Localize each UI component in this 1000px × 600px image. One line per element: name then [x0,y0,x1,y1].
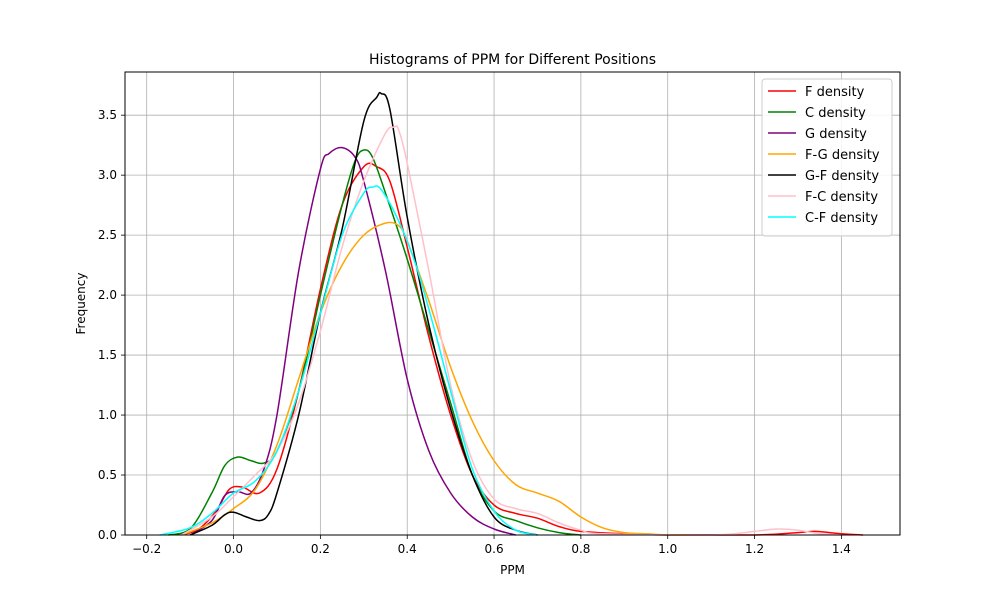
y-tick-label: 0.0 [98,528,117,542]
legend-label-f-density: F density [805,85,865,100]
x-tick-label: 0.8 [571,542,590,556]
y-tick-label: 2.0 [98,288,117,302]
plot-frame [124,71,901,536]
series-lines [159,91,864,536]
x-tick-label: 0.0 [224,542,243,556]
series-line-f-c-density [181,125,842,536]
y-tick-label: 2.5 [98,228,117,242]
legend-label-g-f-density: G-F density [805,169,879,184]
y-tick-label: 0.5 [98,468,117,482]
x-tick-label: 1.0 [658,542,677,556]
x-tick-label: 1.2 [745,542,764,556]
legend-label-c-density: C density [805,106,866,121]
y-tick-label: 1.5 [98,348,117,362]
x-tick-label: −0.2 [132,542,161,556]
legend-label-f-g-density: F-G density [805,148,880,163]
series-line-g-f-density [189,91,538,536]
chart-title: Histograms of PPM for Different Position… [369,52,656,68]
x-tick-label: 1.4 [832,542,851,556]
series-line-c-f-density [159,185,538,536]
axis-ticks: −0.2 0.0 0.2 0.4 0.6 0.8 1.0 1.2 1.4 0.0 0.5 1.0 1.5… [98,108,851,556]
x-tick-label: 0.6 [485,542,504,556]
series-line-f-density [181,162,864,536]
x-tick-label: 0.2 [311,542,330,556]
legend: F density C density G density F-G density G-… [761,78,893,237]
y-axis-label: Frequency [74,273,88,335]
legend-label-g-density: G density [805,127,867,142]
x-tick-label: 0.4 [398,542,417,556]
series-line-g-density [189,146,516,536]
y-tick-label: 1.0 [98,408,117,422]
y-tick-label: 3.5 [98,108,117,122]
series-line-f-g-density [181,221,690,536]
legend-label-c-f-density: C-F density [805,211,878,226]
series-line-c-density [168,149,581,536]
grid [125,72,900,536]
x-axis-label: PPM [500,563,525,577]
y-tick-label: 3.0 [98,168,117,182]
legend-label-f-c-density: F-C density [805,190,878,205]
